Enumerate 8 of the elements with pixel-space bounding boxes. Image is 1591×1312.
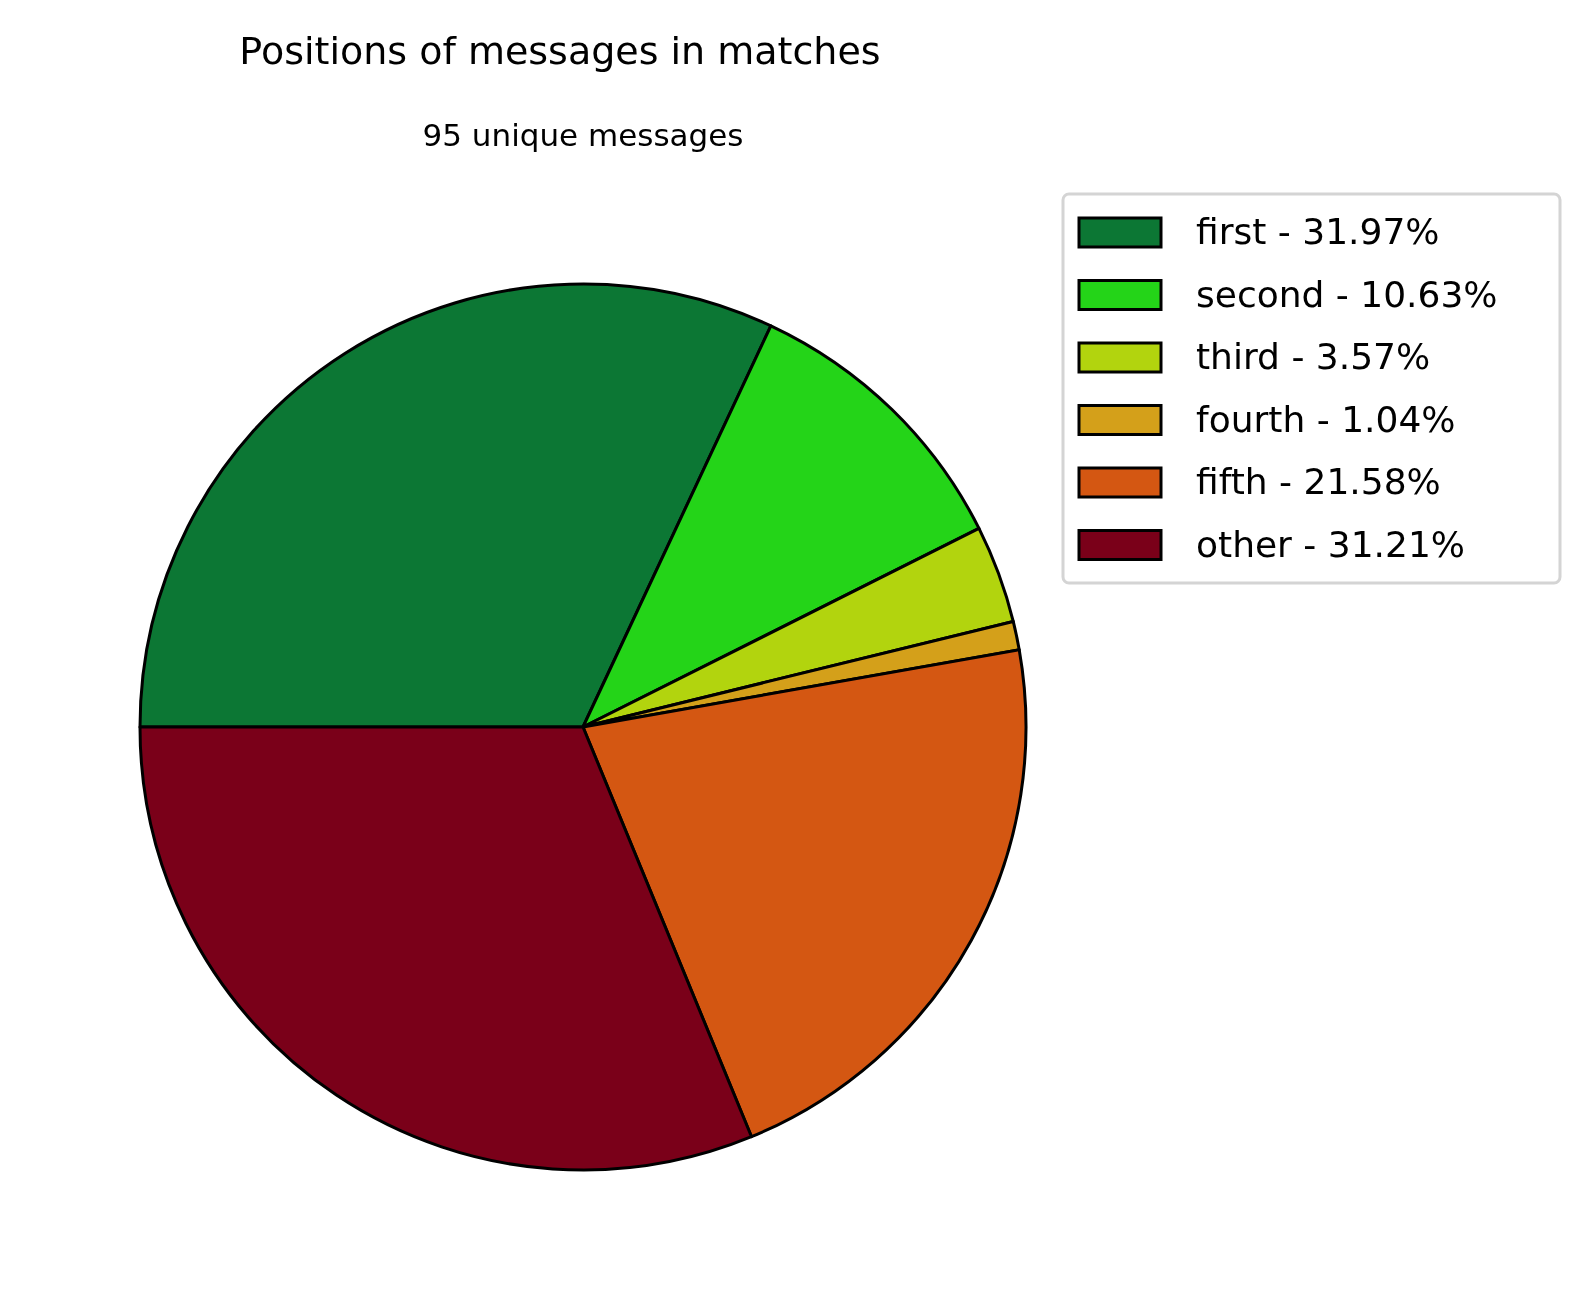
chart-subtitle: 95 unique messages — [422, 117, 744, 153]
legend-label: fifth - 21.58% — [1196, 461, 1441, 502]
legend-label: other - 31.21% — [1196, 523, 1466, 565]
legend-label: second - 10.63% — [1196, 273, 1498, 315]
chart-title: Positions of messages in matches — [239, 29, 881, 73]
legend-label: fourth - 1.04% — [1196, 398, 1456, 440]
legend-label: third - 3.57% — [1196, 336, 1431, 377]
legend-label: first - 31.97% — [1196, 211, 1440, 252]
